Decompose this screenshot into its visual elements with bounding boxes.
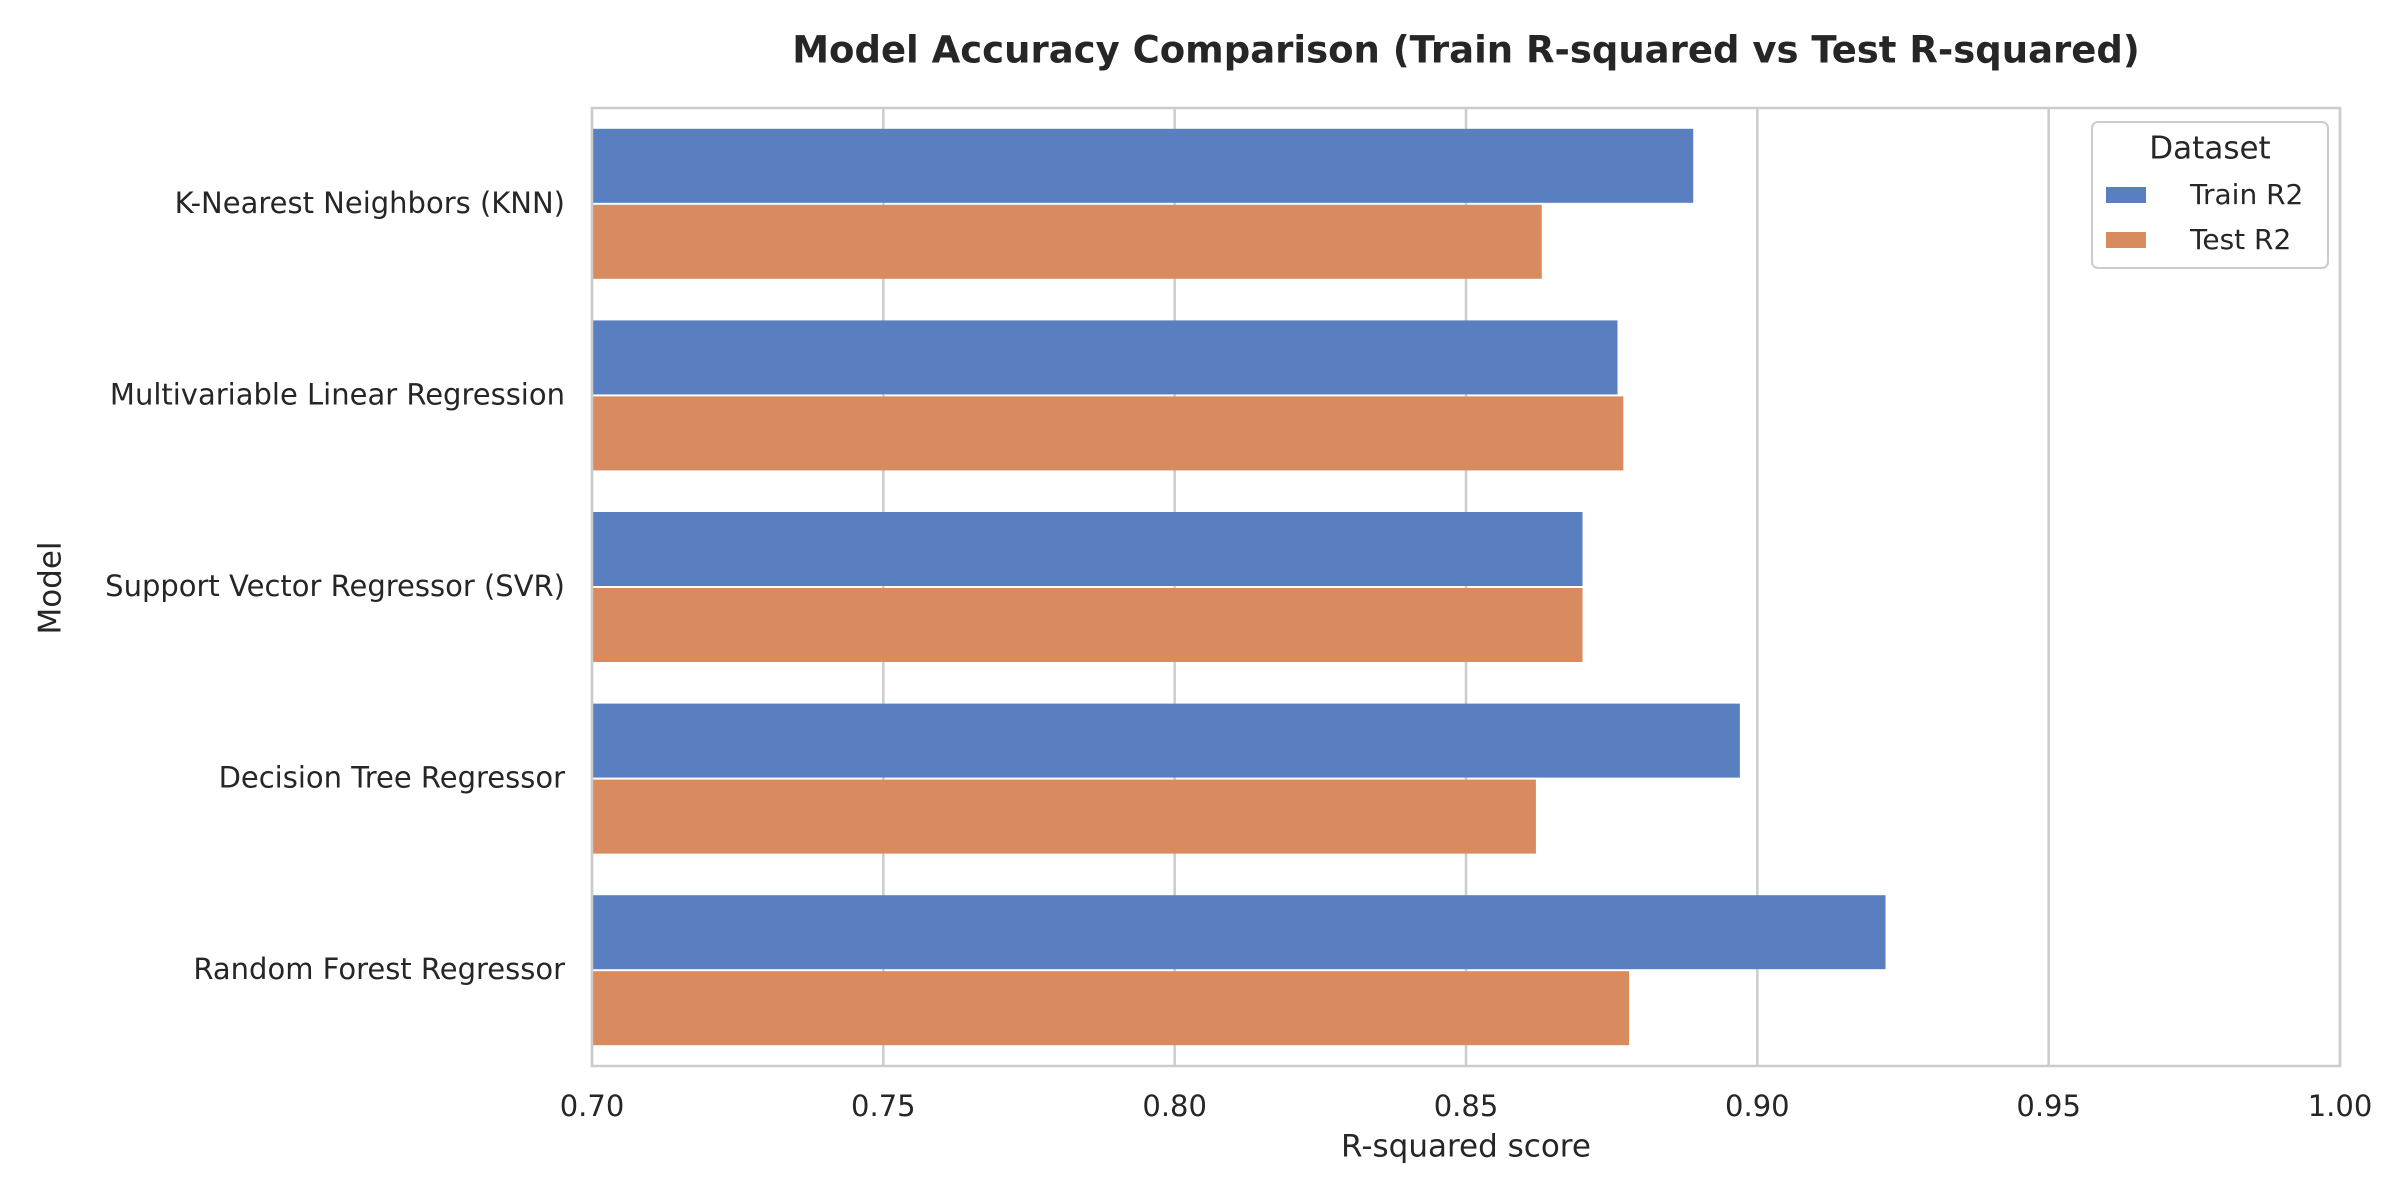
y-tick-labels: K-Nearest Neighbors (KNN) Multivariable L… [105,186,565,986]
bars [592,128,1886,1046]
bar-test-r2-support-vector-regressor-svr [592,588,1583,662]
legend-title: Dataset [2149,131,2270,167]
x-tick-label: 0.80 [1142,1089,1207,1123]
bar-train-r2-decision-tree-regressor [592,703,1740,778]
legend-swatch-test-r2 [2106,232,2146,248]
bar-train-r2-support-vector-regressor-svr [592,512,1583,586]
x-tick-label: 0.95 [2016,1089,2081,1123]
y-axis-label: Model [33,541,69,634]
x-tick-label: 0.85 [1434,1089,1499,1123]
bar-train-r2-random-forest-regressor [592,895,1886,970]
x-tick-label: 0.90 [1725,1089,1790,1123]
legend: Dataset Train R2 Test R2 [2091,121,2329,269]
y-tick-label: Multivariable Linear Regression [110,377,565,411]
y-tick-label: Support Vector Regressor (SVR) [105,569,565,603]
bar-test-r2-decision-tree-regressor [592,779,1536,854]
legend-swatch-train-r2 [2106,187,2146,203]
x-tick-label: 1.00 [2308,1089,2373,1123]
chart-title: Model Accuracy Comparison (Train R-squar… [792,29,2140,72]
bar-test-r2-k-nearest-neighbors-knn [592,204,1542,279]
bar-test-r2-multivariable-linear-regression [592,396,1624,471]
bar-test-r2-random-forest-regressor [592,971,1630,1046]
y-tick-label: K-Nearest Neighbors (KNN) [175,186,565,220]
legend-label-test-r2: Test R2 [2189,223,2291,256]
bar-train-r2-multivariable-linear-regression [592,320,1618,395]
x-axis-label: R-squared score [1341,1129,1591,1165]
y-tick-label: Decision Tree Regressor [219,761,566,795]
legend-box [2091,121,2329,269]
bar-train-r2-k-nearest-neighbors-knn [592,128,1694,203]
x-tick-label: 0.70 [560,1089,625,1123]
x-tick-label: 0.75 [851,1089,916,1123]
y-tick-label: Random Forest Regressor [193,952,565,986]
x-tick-labels: 0.70 0.75 0.80 0.85 0.90 0.95 1.00 [560,1089,2373,1123]
legend-label-train-r2: Train R2 [2189,178,2303,211]
plot-frame [590,106,2342,1068]
